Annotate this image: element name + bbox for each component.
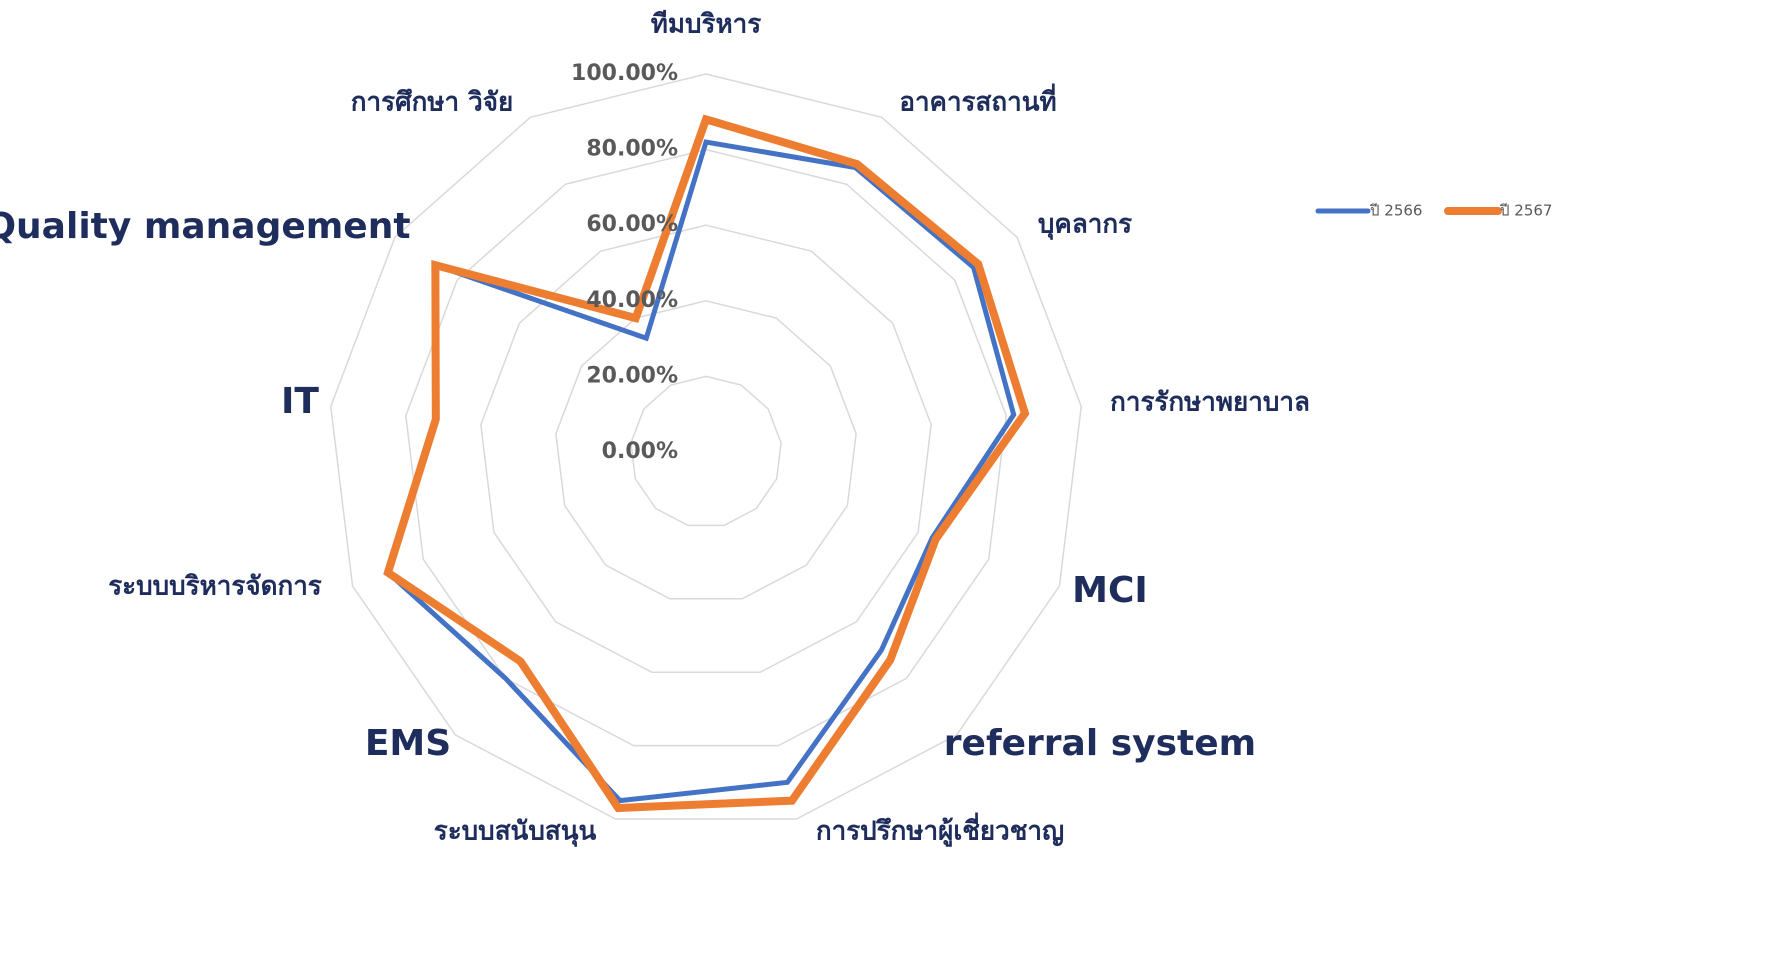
tick-label: 40.00%	[586, 288, 678, 313]
tick-label: 20.00%	[586, 363, 678, 388]
legend-label: ปี 2566	[1369, 202, 1422, 220]
grid-ring	[630, 375, 782, 527]
grid-ring	[555, 300, 857, 600]
category-label: ทีมบริหาร	[651, 10, 761, 40]
series-line	[385, 139, 1017, 804]
category-label: Quality management	[0, 206, 411, 247]
tick-label: 100.00%	[571, 61, 678, 86]
grid-ring	[480, 224, 932, 673]
category-label: ระบบสนับสนุน	[434, 817, 597, 848]
category-label: บุคลากร	[1038, 210, 1132, 241]
category-label: ระบบบริหารจัดการ	[108, 572, 322, 602]
grid-ring	[329, 73, 1083, 820]
grid-ring	[405, 148, 1007, 747]
series-line	[383, 114, 1030, 813]
category-label: EMS	[365, 723, 451, 764]
category-label: referral system	[944, 723, 1256, 764]
tick-label: 0.00%	[602, 439, 678, 464]
category-label: การรักษาพยาบาล	[1110, 388, 1310, 418]
category-label: MCI	[1072, 570, 1148, 611]
tick-label: 60.00%	[586, 212, 678, 237]
tick-label: 80.00%	[586, 137, 678, 162]
legend-label: ปี 2567	[1499, 202, 1552, 220]
category-label: การปรึกษาผู้เชี่ยวชาญ	[816, 812, 1064, 848]
category-label: อาคารสถานที่	[899, 83, 1056, 118]
category-label: การศึกษา วิจัย	[351, 88, 513, 118]
category-label: IT	[281, 381, 319, 422]
